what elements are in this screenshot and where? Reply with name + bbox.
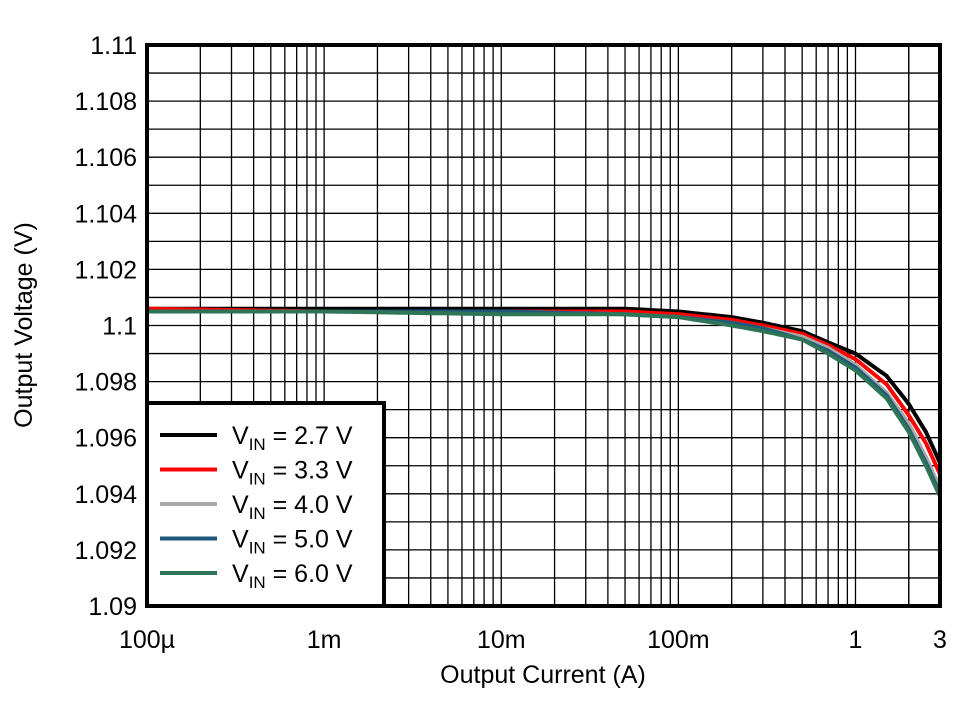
y-tick-label: 1.096: [74, 425, 137, 453]
y-tick-label: 1.092: [74, 537, 137, 565]
series-line: [147, 306, 942, 464]
y-tick-label: 1.094: [74, 481, 137, 509]
x-tick-label: 3: [933, 626, 947, 654]
x-tick-label: 100µ: [119, 626, 175, 654]
series-line: [147, 309, 942, 498]
y-tick-label: 1.1: [102, 313, 137, 341]
y-tick-label: 1.106: [74, 144, 137, 172]
x-tick-label: 10m: [477, 626, 526, 654]
x-tick-label: 100m: [647, 626, 710, 654]
y-tick-label: 1.102: [74, 256, 137, 284]
y-axis-label: Output Voltage (V): [10, 222, 38, 428]
y-tick-label: 1.108: [74, 88, 137, 116]
y-tick-label: 1.11: [90, 32, 137, 60]
y-tick-label: 1.104: [74, 200, 137, 228]
legend-label: VIN = 5.0 V: [232, 526, 353, 558]
legend-label: VIN = 6.0 V: [232, 560, 353, 592]
legend-label: VIN = 4.0 V: [232, 491, 353, 523]
y-tick-label: 1.09: [88, 593, 137, 621]
series-group: [146, 306, 942, 498]
x-tick-label: 1: [849, 626, 863, 654]
legend-label: VIN = 2.7 V: [232, 422, 353, 454]
legend-label: VIN = 3.3 V: [232, 457, 353, 489]
x-tick-labels: 100µ 1m 10m 100m 1 3: [119, 626, 947, 654]
y-tick-label: 1.098: [74, 369, 137, 397]
x-axis-label: Output Current (A): [440, 661, 646, 689]
plot-frame: [145, 43, 942, 608]
y-tick-labels: 1.09 1.092 1.094 1.096 1.098 1.1 1.102 1.104 1.1…: [74, 32, 137, 621]
x-tick-label: 1m: [307, 626, 342, 654]
